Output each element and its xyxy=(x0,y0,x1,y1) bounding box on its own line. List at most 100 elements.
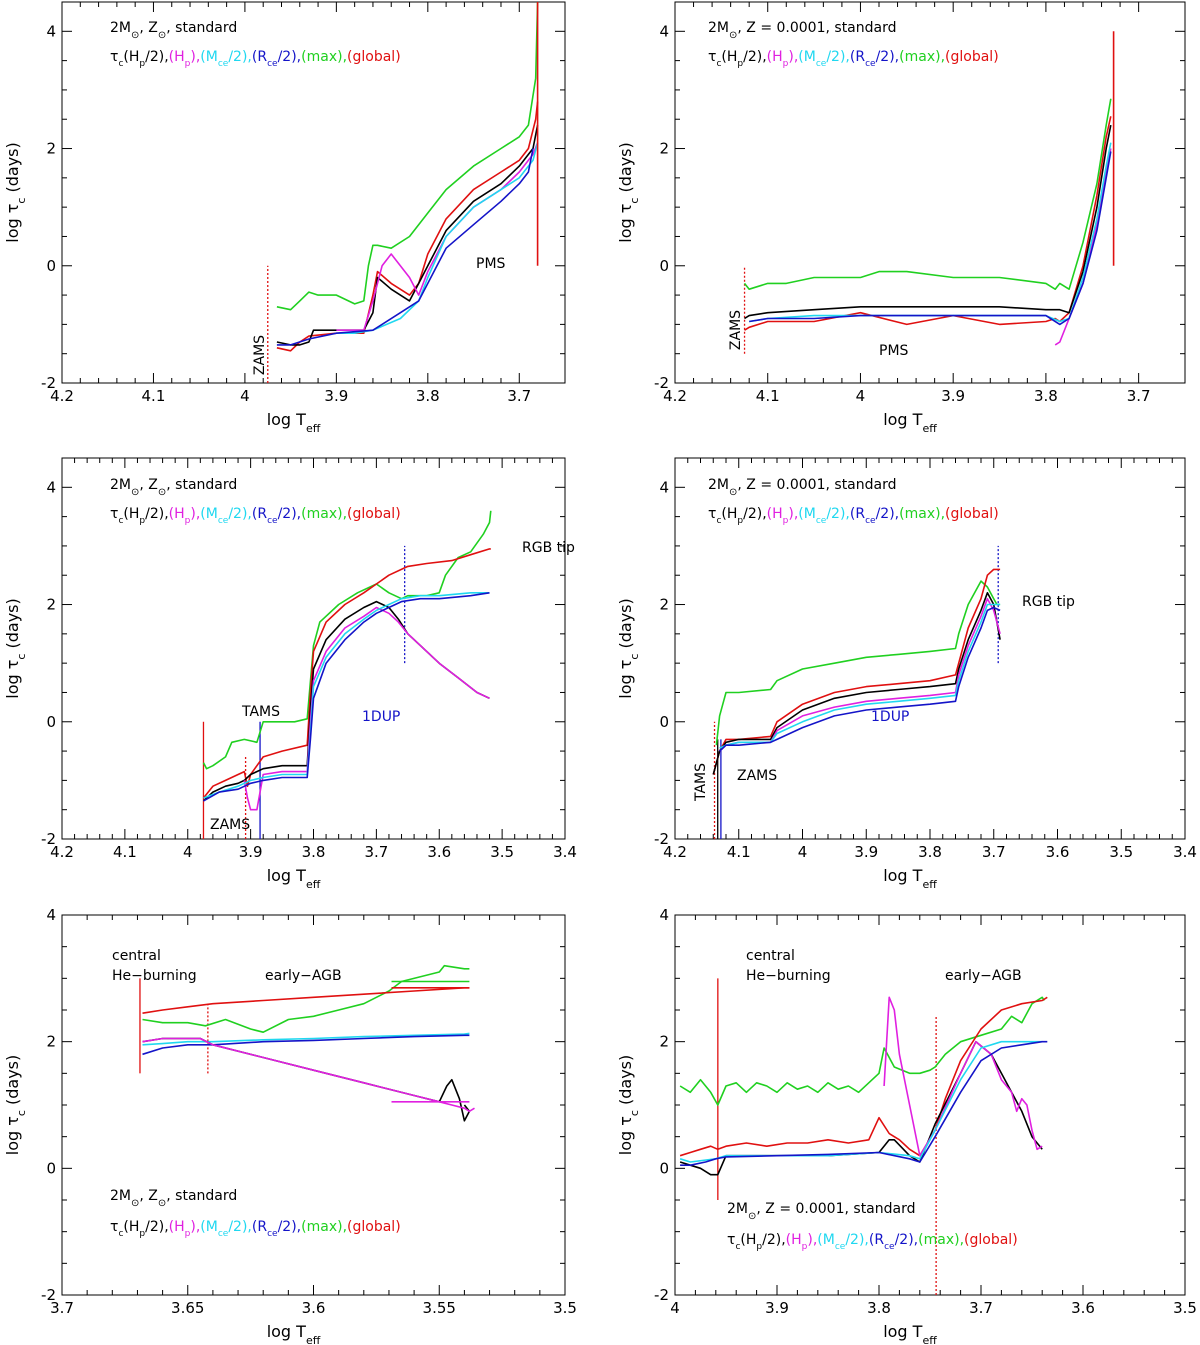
title-part: 2M xyxy=(708,477,729,493)
y-axis-label-sub: c xyxy=(628,654,641,660)
panel-legend: τc(Hp/2),(Hp),(Mce/2),(Rce/2),(max),(glo… xyxy=(708,506,999,526)
panel-legend: τc(Hp/2),(Hp),(Mce/2),(Rce/2),(max),(glo… xyxy=(727,1232,1018,1252)
x-tick-label: 3.9 xyxy=(941,387,965,405)
legend-seg-4: /2), xyxy=(743,506,767,522)
y-tick-label: 0 xyxy=(46,257,56,275)
legend-seg-5: (H xyxy=(767,506,783,522)
x-axis-label-sub: eff xyxy=(306,1334,321,1345)
x-axis-label: log Teff xyxy=(267,410,321,435)
sun-symbol: ⊙ xyxy=(729,487,737,498)
legend-seg-6: p xyxy=(802,1242,808,1252)
legend-seg-8: (M xyxy=(200,506,218,522)
sun-symbol: ⊙ xyxy=(158,30,166,41)
legend-seg-1: c xyxy=(118,1229,123,1239)
series-cyan xyxy=(719,603,1001,749)
legend-seg-7: ), xyxy=(788,506,798,522)
legend-seg-13: /2), xyxy=(895,1232,919,1248)
legend-seg-4: /2), xyxy=(743,49,767,65)
legend-seg-8: (M xyxy=(200,49,218,65)
x-tick-label: 4 xyxy=(856,387,866,405)
legend-seg-2: (H xyxy=(123,49,139,65)
y-axis-label-rest: (days) xyxy=(3,142,22,197)
x-tick-label: 4 xyxy=(240,387,250,405)
panel-1: 4.2 4.1 4 3.9 3.8 3.7 -2 0 2 4 log Teff log τc (day… xyxy=(3,1,566,435)
x-tick-label: 4.2 xyxy=(663,387,687,405)
y-tick-label: 0 xyxy=(46,1159,56,1177)
legend-seg-3: p xyxy=(139,59,145,69)
legend-seg-15: (global) xyxy=(945,506,999,522)
legend-seg-7: ), xyxy=(190,506,200,522)
legend-seg-10: /2), xyxy=(228,506,252,522)
legend-seg-9: ce xyxy=(218,1229,229,1239)
plot-frame xyxy=(61,1,566,384)
legend-seg-4: /2), xyxy=(145,1219,169,1235)
y-tick-label: 2 xyxy=(659,1033,669,1051)
sun-symbol: ⊙ xyxy=(158,1198,166,1209)
series-blue xyxy=(203,592,490,802)
legend-seg-5: (H xyxy=(169,49,185,65)
title-part: , Z = 0.0001, standard xyxy=(737,20,896,36)
series-black xyxy=(744,124,1112,320)
y-axis-label: log τc (days) xyxy=(3,598,28,699)
x-tick-label: 3.7 xyxy=(50,1299,74,1317)
legend-seg-14: (max), xyxy=(899,506,945,522)
y-axis-label-sub: c xyxy=(15,1110,28,1116)
legend-seg-12: ce xyxy=(267,1229,278,1239)
panel-5: 3.7 3.65 3.6 3.55 3.5 -2 0 2 4 log Teff log τc (da… xyxy=(3,906,577,1345)
y-axis-label-sub: c xyxy=(15,654,28,660)
y-axis-label-rest: (days) xyxy=(3,1055,22,1110)
x-tick-label: 3.5 xyxy=(1173,1299,1197,1317)
legend-seg-1: c xyxy=(716,59,721,69)
series-red xyxy=(744,116,1112,331)
legend-seg-4: /2), xyxy=(145,49,169,65)
annotation: ZAMS xyxy=(737,768,777,784)
y-axis-label: log τc (days) xyxy=(3,1055,28,1156)
annotation: 1DUP xyxy=(362,709,400,725)
panel-title: 2M⊙, Z = 0.0001, standard xyxy=(708,20,897,41)
y-tick-label: 0 xyxy=(46,713,56,731)
y-tick-label: 0 xyxy=(659,257,669,275)
legend-seg-10: /2), xyxy=(228,1219,252,1235)
legend-seg-9: ce xyxy=(816,59,827,69)
legend-seg-13: /2), xyxy=(278,49,302,65)
legend-seg-0: τ xyxy=(708,49,716,65)
legend-seg-12: ce xyxy=(884,1242,895,1252)
annotation: He−burning xyxy=(746,968,831,984)
y-tick-label: -2 xyxy=(654,830,669,848)
legend-seg-7: ), xyxy=(190,49,200,65)
title-part: , standard xyxy=(166,1188,237,1204)
legend-seg-11: (R xyxy=(252,506,267,522)
sun-symbol: ⊙ xyxy=(131,487,139,498)
annotation: TAMS xyxy=(241,704,280,720)
y-tick-label: -2 xyxy=(654,374,669,392)
legend-seg-8: (M xyxy=(798,506,816,522)
x-tick-label: 3.5 xyxy=(553,1299,577,1317)
x-tick-label: 3.65 xyxy=(171,1299,204,1317)
x-tick-label: 3.8 xyxy=(918,843,942,861)
x-axis-label-sub: eff xyxy=(922,878,937,891)
legend-seg-5: (H xyxy=(169,506,185,522)
y-axis-label-sub: c xyxy=(15,198,28,204)
x-tick-label: 3.7 xyxy=(507,387,531,405)
y-tick-label: 4 xyxy=(659,906,669,924)
series-red xyxy=(276,101,539,352)
y-tick-label: 4 xyxy=(659,22,669,40)
panel-4: 4.2 4.1 4 3.9 3.8 3.7 3.6 3.5 3.4 -2 0 2 4 log Teff lo… xyxy=(616,457,1197,891)
x-tick-label: 3.55 xyxy=(423,1299,456,1317)
panel-legend: τc(Hp/2),(Hp),(Mce/2),(Rce/2),(max),(glo… xyxy=(110,49,401,69)
legend-seg-7: ), xyxy=(788,49,798,65)
legend-seg-1: c xyxy=(118,59,123,69)
y-tick-label: 4 xyxy=(659,478,669,496)
x-tick-label: 3.5 xyxy=(490,843,514,861)
legend-seg-10: /2), xyxy=(826,49,850,65)
x-tick-label: 3.8 xyxy=(302,843,326,861)
series-blue xyxy=(680,1040,1048,1166)
legend-seg-0: τ xyxy=(110,506,118,522)
y-tick-label: 2 xyxy=(659,140,669,158)
series-red xyxy=(142,986,470,1014)
y-axis-label: log τc (days) xyxy=(616,1055,641,1156)
legend-seg-0: τ xyxy=(727,1232,735,1248)
legend-seg-5: (H xyxy=(786,1232,802,1248)
y-tick-label: 0 xyxy=(659,1159,669,1177)
series-blue xyxy=(719,606,1001,752)
